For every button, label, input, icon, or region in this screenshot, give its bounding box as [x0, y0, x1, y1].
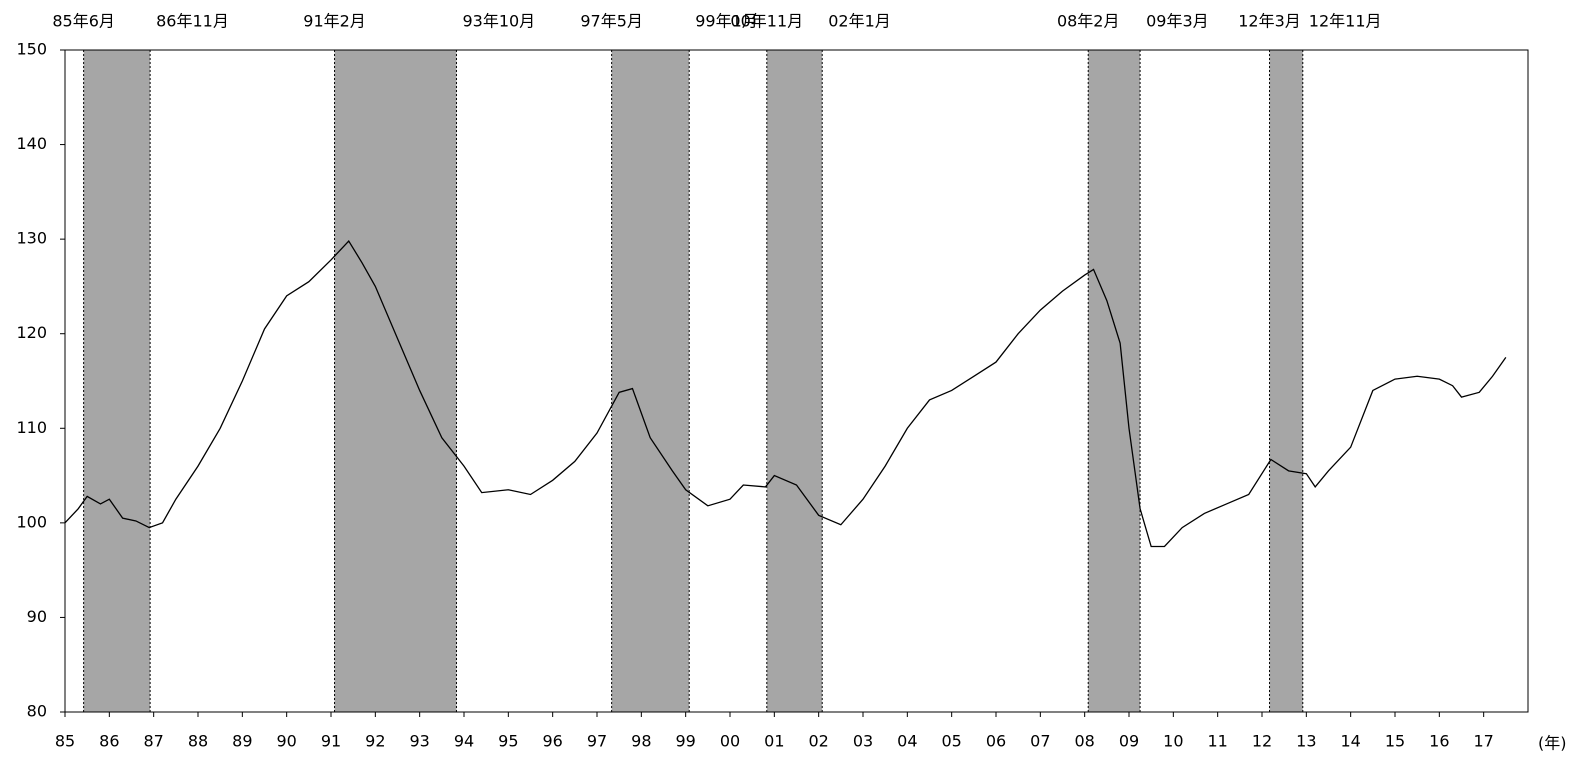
- plot-frame: [64, 49, 1529, 713]
- x-tick-label: 89: [232, 732, 252, 751]
- x-tick-label: 87: [143, 732, 163, 751]
- x-tick-label: 12: [1252, 732, 1272, 751]
- period-end-label: 99年1月: [695, 12, 758, 31]
- x-tick-label: 00: [720, 732, 740, 751]
- period-start-label: 00年11月: [730, 12, 803, 31]
- x-tick-label: 14: [1340, 732, 1360, 751]
- period-end-label: 86年11月: [156, 12, 229, 31]
- x-tick-label: 06: [986, 732, 1006, 751]
- x-tick-label: 15: [1385, 732, 1405, 751]
- x-tick-label: 16: [1429, 732, 1449, 751]
- y-tick-label: 110: [16, 418, 47, 437]
- y-tick-label: 130: [16, 229, 47, 248]
- y-tick-label: 140: [16, 134, 47, 153]
- x-tick-label: 94: [454, 732, 474, 751]
- x-tick-label: 09: [1119, 732, 1139, 751]
- x-tick-label: 93: [409, 732, 429, 751]
- x-tick-label: 88: [188, 732, 208, 751]
- x-tick-label: 95: [498, 732, 518, 751]
- shaded-period: [1088, 50, 1141, 712]
- x-tick-label: 92: [365, 732, 385, 751]
- period-end-label: 02年1月: [828, 12, 891, 31]
- x-tick-label: 90: [276, 732, 296, 751]
- x-tick-label: 13: [1296, 732, 1316, 751]
- x-tick-label: 17: [1473, 732, 1493, 751]
- x-tick-label: 85: [55, 732, 75, 751]
- shaded-period: [334, 50, 457, 712]
- x-tick-label: 05: [941, 732, 961, 751]
- period-start-label: 12年3月: [1238, 12, 1301, 31]
- x-tick-label: 91: [321, 732, 341, 751]
- x-tick-label: 04: [897, 732, 917, 751]
- period-start-label: 91年2月: [303, 12, 366, 31]
- data-line: [64, 239, 1507, 548]
- shaded-period: [83, 50, 151, 712]
- x-tick-label: 99: [675, 732, 695, 751]
- x-tick-label: 01: [764, 732, 784, 751]
- x-tick-label: 08: [1074, 732, 1094, 751]
- period-start-label: 08年2月: [1057, 12, 1120, 31]
- x-tick-label: 96: [542, 732, 562, 751]
- x-tick-label: 97: [587, 732, 607, 751]
- x-tick-label: 86: [99, 732, 119, 751]
- period-end-label: 93年10月: [462, 12, 535, 31]
- shaded-period: [611, 50, 690, 712]
- shaded-period: [766, 50, 823, 712]
- y-tick-label: 100: [16, 512, 47, 531]
- y-tick-label: 90: [27, 607, 47, 626]
- x-tick-label: 07: [1030, 732, 1050, 751]
- x-tick-label: 03: [853, 732, 873, 751]
- period-end-label: 12年11月: [1309, 12, 1382, 31]
- period-start-label: 97年5月: [580, 12, 643, 31]
- x-tick-label: 10: [1163, 732, 1183, 751]
- y-tick-label: 150: [16, 40, 47, 59]
- period-start-label: 85年6月: [52, 12, 115, 31]
- x-tick-label: 11: [1207, 732, 1227, 751]
- x-tick-label: 98: [631, 732, 651, 751]
- y-tick-label: 80: [27, 702, 47, 721]
- x-axis-label: (年): [1538, 734, 1567, 753]
- period-end-label: 09年3月: [1146, 12, 1209, 31]
- y-tick-label: 120: [16, 323, 47, 342]
- shaded-period: [1269, 50, 1303, 712]
- x-tick-label: 02: [808, 732, 828, 751]
